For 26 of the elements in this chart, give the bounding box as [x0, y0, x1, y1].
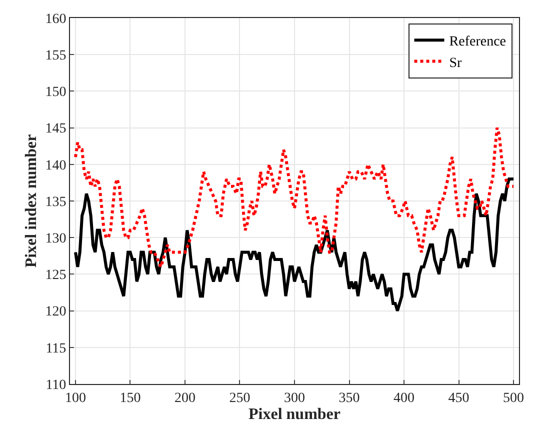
y-tick-label: 160 — [45, 12, 66, 27]
x-tick-label: 300 — [284, 390, 305, 406]
line-series — [74, 178, 516, 312]
x-tick-label: 250 — [229, 390, 250, 406]
x-tick-label: 500 — [503, 390, 524, 406]
legend-label: Sr — [449, 56, 462, 71]
x-tick-label: 400 — [394, 390, 415, 406]
x-tick-label: 150 — [120, 390, 141, 406]
x-tick-label: 200 — [174, 390, 196, 406]
y-axis-title: Pixel index number — [23, 134, 40, 268]
y-tick-label: 150 — [45, 85, 66, 100]
y-tick-label: 115 — [46, 341, 66, 356]
y-tick-label: 155 — [45, 48, 66, 64]
x-tick-label: 100 — [64, 390, 86, 406]
y-tick-label: 145 — [45, 122, 66, 137]
y-tick-label: 140 — [45, 158, 66, 174]
y-tick-label: 135 — [45, 194, 66, 210]
x-tick-label: 450 — [448, 390, 470, 406]
legend-label: Reference — [449, 34, 506, 50]
line-series — [74, 126, 516, 268]
x-tick-label: 350 — [338, 390, 360, 406]
y-tick-label: 120 — [45, 304, 66, 320]
y-tick-label: 125 — [45, 268, 66, 284]
x-axis-title: Pixel number — [248, 406, 340, 423]
y-tick-label: 110 — [46, 378, 66, 393]
y-tick-label: 130 — [45, 232, 66, 246]
